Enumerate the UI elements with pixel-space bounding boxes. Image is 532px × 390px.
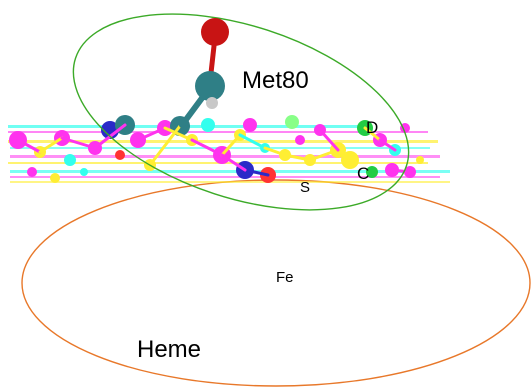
met80-label: Met80 xyxy=(242,67,309,94)
c-label: C xyxy=(357,164,369,183)
fe-label: Fe xyxy=(276,269,294,286)
molecule-strip xyxy=(8,115,450,183)
heme-label: Heme xyxy=(137,336,201,363)
met80-residue xyxy=(179,18,229,128)
carbon-atom xyxy=(195,71,225,101)
hydrogen-atom xyxy=(206,97,218,109)
s-label: S xyxy=(300,179,310,196)
heme-ellipse xyxy=(21,179,531,387)
oxygen-atom xyxy=(201,18,229,46)
d-label: D xyxy=(366,118,378,137)
met80-ellipse xyxy=(72,13,410,211)
